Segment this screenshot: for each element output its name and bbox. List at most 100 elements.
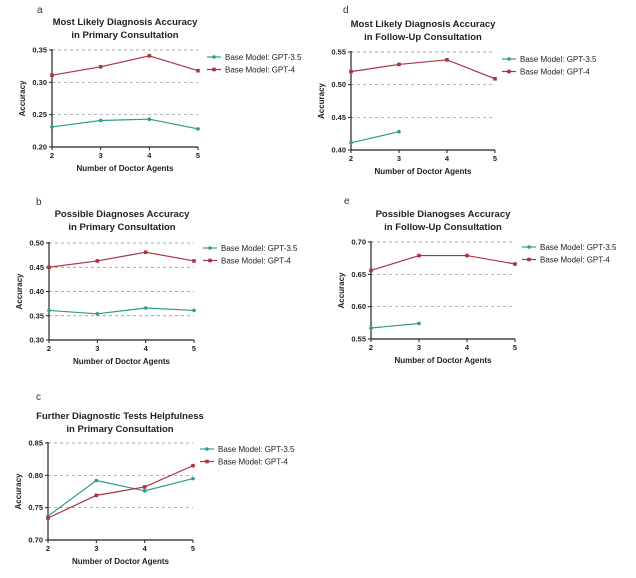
data-point-gpt35	[98, 118, 103, 123]
chart-title: Most Likely Diagnosis Accuracy	[53, 17, 199, 28]
data-point-gpt35	[143, 306, 148, 310]
data-point-gpt4	[95, 259, 100, 263]
data-point-gpt4	[98, 65, 103, 69]
y-tick-label: 0.50	[29, 239, 44, 248]
x-axis-label: Number of Doctor Agents	[394, 356, 492, 365]
data-point-gpt35	[349, 141, 353, 145]
legend-marker-gpt4	[205, 459, 209, 464]
x-tick-label: 2	[46, 544, 50, 553]
x-tick-label: 5	[513, 343, 517, 352]
data-point-gpt4	[349, 69, 353, 74]
series-line-gpt35	[48, 307, 195, 315]
y-tick-label: 0.20	[32, 143, 47, 152]
data-point-gpt4	[465, 253, 469, 258]
y-tick-label: 0.85	[28, 439, 43, 448]
y-tick-label: 0.55	[331, 48, 346, 57]
legend-label-gpt4: Base Model: GPT-4	[225, 66, 295, 75]
legend-label-gpt35: Base Model: GPT-3.5	[225, 53, 302, 62]
y-tick-label: 0.70	[28, 536, 43, 545]
legend-marker-gpt35	[507, 57, 511, 61]
panel-letter: b	[36, 197, 42, 208]
series-line-gpt4	[350, 59, 496, 80]
y-axis-label: Accuracy	[15, 273, 24, 310]
y-tick-label: 0.40	[331, 146, 346, 155]
x-tick-label: 2	[349, 154, 353, 163]
y-tick-label: 0.25	[32, 110, 47, 119]
x-tick-label: 5	[191, 544, 195, 553]
legend-label-gpt4: Base Model: GPT-4	[520, 68, 590, 77]
data-point-gpt35	[196, 127, 200, 131]
legend-label-gpt35: Base Model: GPT-3.5	[520, 55, 597, 64]
data-point-gpt4	[94, 493, 99, 498]
chart-title: in Primary Consultation	[66, 424, 173, 435]
x-tick-label: 5	[192, 344, 196, 353]
x-axis-label: Number of Doctor Agents	[72, 557, 170, 566]
series-line-gpt35	[370, 322, 420, 329]
data-point-gpt35	[147, 117, 152, 121]
data-point-gpt4	[143, 250, 148, 255]
x-tick-label: 2	[369, 343, 373, 352]
y-axis-label: Accuracy	[337, 272, 346, 309]
chart-panel-b: b Possible Diagnoses Accuracy in Primary C…	[15, 197, 298, 366]
data-point-gpt4	[191, 463, 195, 468]
y-axis-label: Accuracy	[18, 80, 27, 117]
data-point-gpt4	[46, 516, 50, 520]
data-point-gpt4	[147, 54, 152, 58]
data-point-gpt4	[397, 62, 401, 67]
legend-marker-gpt4	[208, 258, 212, 263]
panel-letter: a	[37, 5, 43, 16]
series-line-gpt4	[48, 251, 195, 268]
data-point-gpt35	[369, 326, 373, 330]
series-line-gpt4	[370, 254, 516, 272]
y-tick-label: 0.30	[29, 336, 44, 345]
chart-title: Possible Diagnoses Accuracy	[55, 209, 191, 220]
x-tick-label: 2	[47, 344, 51, 353]
data-point-gpt35	[397, 129, 401, 134]
legend-label-gpt4: Base Model: GPT-4	[221, 257, 291, 266]
data-point-gpt4	[493, 76, 497, 81]
legend-label-gpt35: Base Model: GPT-3.5	[218, 445, 295, 454]
x-axis-label: Number of Doctor Agents	[374, 167, 472, 176]
data-point-gpt4	[142, 485, 147, 489]
chart-panel-a: a Most Likely Diagnosis Accuracy in Primar…	[18, 5, 302, 173]
x-axis-label: Number of Doctor Agents	[73, 357, 171, 366]
x-tick-label: 4	[465, 343, 470, 352]
chart-panel-c: c Further Diagnostic Tests Helpfulness in …	[14, 392, 295, 566]
legend-marker-gpt35	[527, 245, 531, 249]
legend-label-gpt35: Base Model: GPT-3.5	[540, 243, 617, 252]
panel-letter: d	[343, 5, 349, 16]
y-tick-label: 0.60	[351, 302, 366, 311]
y-tick-label: 0.40	[29, 287, 44, 296]
y-tick-label: 0.50	[331, 80, 346, 89]
data-point-gpt4	[50, 73, 54, 78]
series-line-gpt35	[51, 118, 199, 130]
data-point-gpt4	[196, 68, 200, 73]
legend-marker-gpt4	[212, 67, 216, 72]
y-tick-label: 0.35	[29, 311, 44, 320]
series-line-gpt35	[47, 477, 194, 517]
x-tick-label: 4	[144, 344, 149, 353]
x-tick-label: 3	[397, 154, 401, 163]
data-point-gpt35	[142, 489, 147, 493]
data-point-gpt4	[47, 265, 51, 270]
x-tick-label: 3	[99, 151, 103, 160]
x-tick-label: 3	[94, 544, 98, 553]
y-axis-label: Accuracy	[14, 473, 23, 510]
x-tick-label: 3	[417, 343, 421, 352]
series-line-gpt35	[350, 131, 400, 144]
data-point-gpt4	[417, 253, 421, 258]
legend-label-gpt35: Base Model: GPT-3.5	[221, 244, 298, 253]
x-tick-label: 5	[493, 154, 497, 163]
y-tick-label: 0.70	[351, 238, 366, 247]
x-tick-label: 4	[143, 544, 148, 553]
data-point-gpt35	[191, 476, 195, 481]
x-axis-label: Number of Doctor Agents	[76, 164, 174, 173]
y-tick-label: 0.65	[351, 270, 366, 279]
x-tick-label: 4	[445, 154, 450, 163]
legend-marker-gpt4	[527, 257, 531, 262]
data-point-gpt35	[417, 321, 421, 326]
series-line-gpt4	[51, 55, 199, 76]
data-point-gpt4	[445, 58, 449, 62]
data-point-gpt35	[47, 308, 51, 313]
legend-marker-gpt35	[205, 447, 209, 451]
